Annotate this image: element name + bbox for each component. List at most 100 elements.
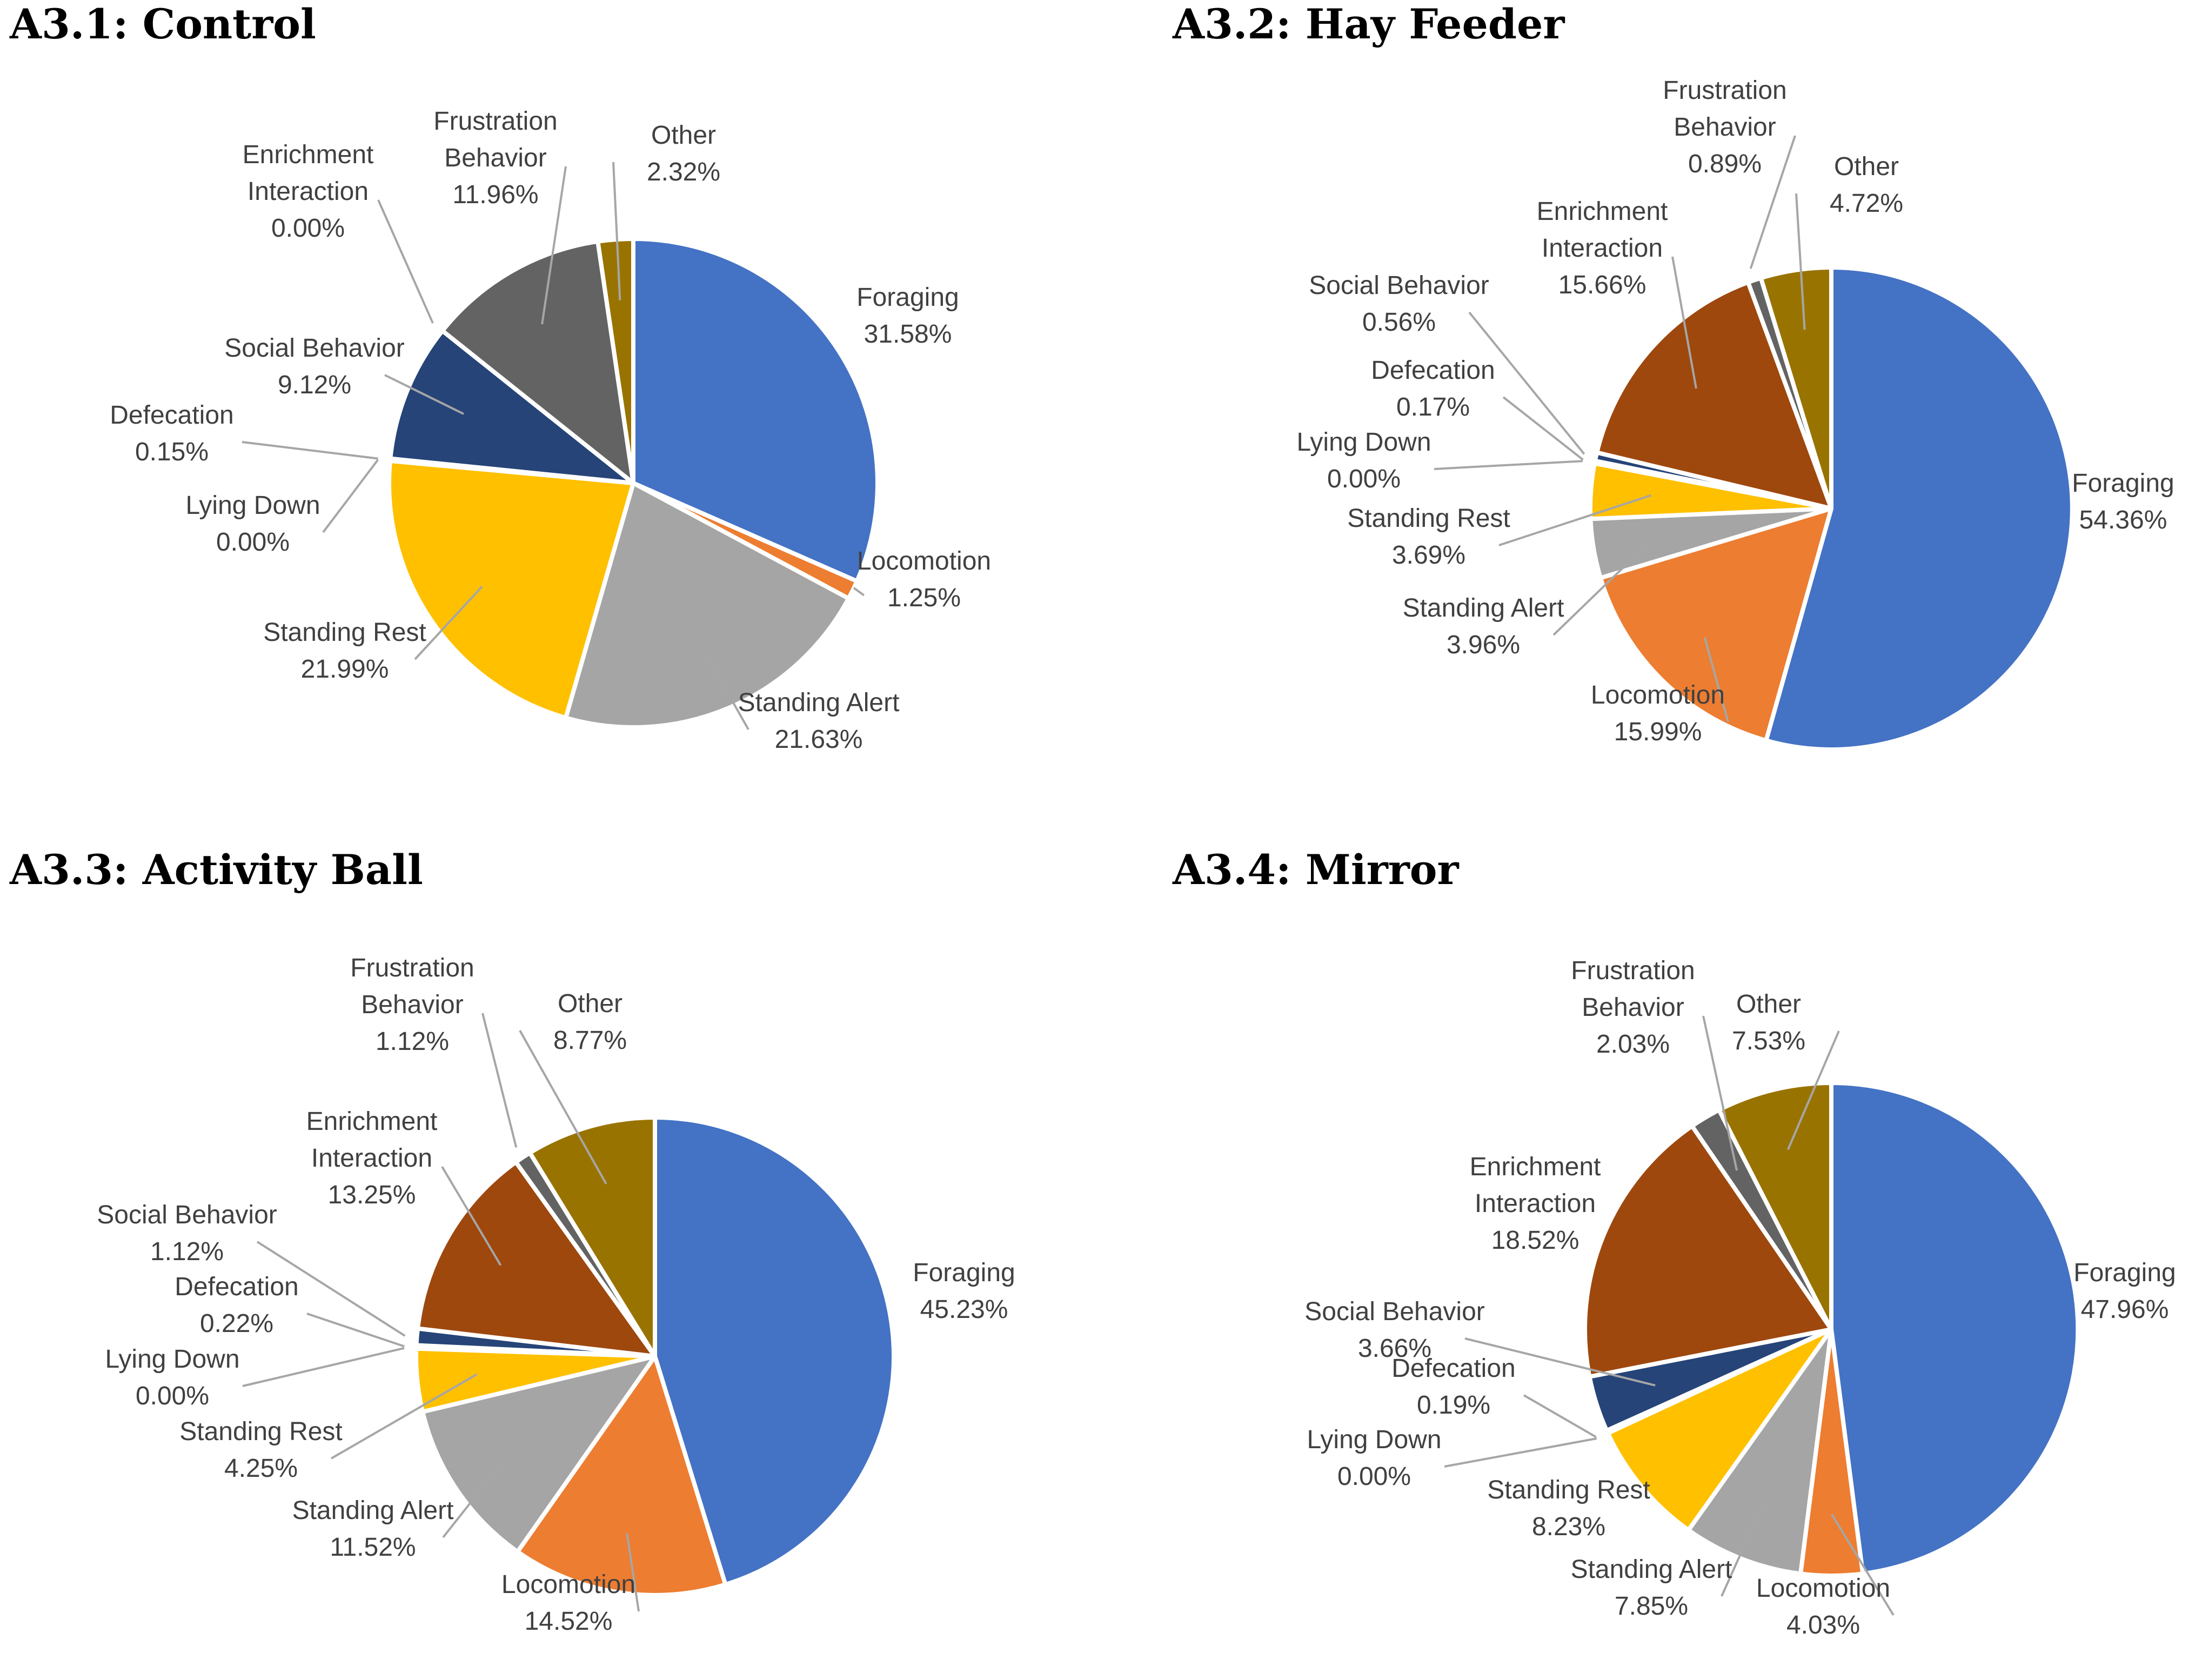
data-label-category: Locomotion [857, 547, 991, 575]
data-label-category: Enrichment [1470, 1153, 1601, 1181]
chart-panel-mirror: A3.4: Mirror Foraging 47.96% Locomotion 4.0… [1163, 846, 2202, 1680]
data-label-value: 4.25% [224, 1454, 298, 1483]
data-label-enrichment-interaction: Enrichment Interaction 15.66% [1537, 197, 1668, 299]
data-label-social-behavior: Social Behavior 0.56% [1309, 271, 1489, 337]
data-label-value: 13.25% [328, 1181, 416, 1209]
pie-slice-enrichment-interaction [1595, 280, 1833, 511]
data-label-category: Standing Alert [738, 688, 900, 717]
data-label-category: Enrichment [306, 1107, 438, 1136]
data-label-enrichment-interaction: Enrichment Interaction 0.00% [243, 140, 374, 243]
data-label-category: Standing Rest [263, 618, 426, 647]
pie-chart-control: Foraging 31.58% Locomotion 1.25% Standing Al… [110, 107, 991, 754]
pie-slice-other [595, 237, 635, 485]
data-label-category: Foraging [913, 1259, 1015, 1287]
pie-slice-foraging [631, 237, 880, 584]
data-label-value: 0.17% [1396, 393, 1470, 421]
data-label-foraging: Foraging 54.36% [2072, 469, 2174, 534]
data-label-value: 4.03% [1786, 1611, 1860, 1639]
pie-slice-enrichment-interaction [1582, 1123, 1833, 1379]
leader-line-locomotion [1830, 1513, 1895, 1616]
data-label-value: 18.52% [1491, 1226, 1579, 1255]
pie-slice-locomotion [1598, 506, 1833, 743]
leader-line-defecation [306, 1313, 405, 1348]
leader-line-standing-rest [330, 1373, 478, 1460]
data-label-category: Social Behavior [1304, 1297, 1485, 1326]
data-label-value: 1.12% [376, 1027, 449, 1056]
data-label-value: 11.96% [452, 180, 538, 209]
data-label-foraging: Foraging 31.58% [856, 283, 959, 349]
data-label-value: 0.15% [135, 438, 209, 466]
data-label-category: Social Behavior [1309, 271, 1489, 300]
data-label-value: 1.12% [150, 1237, 224, 1266]
data-label-category: Social Behavior [224, 334, 405, 363]
leader-line-frustration-behavior [481, 1013, 518, 1148]
data-label-frustration-behavior: Frustration Behavior 2.03% [1571, 956, 1695, 1059]
data-label-value: 2.32% [647, 158, 720, 186]
data-label-value: 0.89% [1688, 150, 1762, 178]
data-label-value: 0.00% [136, 1382, 209, 1410]
data-label-other: Other 7.53% [1732, 990, 1805, 1055]
data-label-value: 21.99% [301, 655, 389, 684]
leader-line-standing-rest [1498, 494, 1652, 546]
data-label-category: Foraging [2073, 1259, 2176, 1287]
data-label-value: 0.19% [1417, 1391, 1490, 1420]
data-label-category: Standing Rest [1487, 1476, 1650, 1504]
data-label-category: Locomotion [501, 1570, 635, 1599]
data-label-lying-down: Lying Down 0.00% [105, 1345, 239, 1410]
leader-line-frustration-behavior [1749, 135, 1796, 269]
leader-line-lying-down [242, 1347, 405, 1387]
data-label-standing-rest: Standing Rest 4.25% [179, 1417, 343, 1483]
data-label-value: 0.22% [200, 1309, 273, 1338]
data-label-category: Defecation [110, 401, 233, 430]
data-label-value: 31.58% [864, 320, 952, 349]
pie-slice-standing-rest [1605, 1327, 1833, 1532]
leader-line-lying-down [1444, 1437, 1597, 1468]
data-label-category: Behavior [361, 990, 463, 1019]
data-label-category: Frustration [433, 107, 557, 136]
leader-line-standing-alert [1721, 1501, 1765, 1597]
data-label-value: 0.00% [1327, 465, 1401, 493]
data-label-category: Defecation [1391, 1354, 1515, 1383]
data-label-value: 8.23% [1532, 1512, 1605, 1541]
data-label-standing-alert: Standing Alert 21.63% [738, 688, 900, 754]
pie-slice-foraging [653, 1115, 896, 1587]
data-label-category: Foraging [2072, 469, 2174, 498]
data-label-category: Behavior [1674, 113, 1776, 142]
data-label-category: Interaction [1542, 234, 1663, 263]
data-label-locomotion: Locomotion 14.52% [501, 1570, 635, 1636]
data-label-standing-rest: Standing Rest 3.69% [1347, 504, 1510, 570]
data-label-category: Interaction [1475, 1189, 1596, 1218]
data-label-frustration-behavior: Frustration Behavior 0.89% [1663, 76, 1786, 178]
data-label-social-behavior: Social Behavior 3.66% [1304, 1297, 1485, 1363]
pie-slice-standing-alert [420, 1354, 657, 1554]
data-label-value: 3.69% [1392, 541, 1465, 570]
data-label-category: Interaction [247, 177, 369, 206]
data-label-other: Other 2.32% [647, 121, 720, 186]
pie-slice-social-behavior [388, 329, 635, 485]
data-label-category: Behavior [1582, 993, 1684, 1022]
data-label-category: Defecation [175, 1273, 298, 1301]
chart-title: A3.3: Activity Ball [10, 846, 423, 894]
data-label-defecation: Defecation 0.22% [175, 1273, 298, 1338]
leader-line-other [1795, 193, 1806, 330]
pie-chart-activity-ball: Foraging 45.23% Locomotion 14.52% Standing A… [97, 954, 1015, 1636]
leader-line-other [519, 1030, 607, 1184]
data-label-foraging: Foraging 47.96% [2073, 1259, 2176, 1324]
data-label-locomotion: Locomotion 15.99% [1591, 681, 1725, 746]
leader-line-locomotion [1703, 637, 1729, 722]
leader-line-other [1786, 1030, 1840, 1150]
data-label-category: Locomotion [1756, 1574, 1890, 1603]
data-label-category: Standing Alert [1571, 1555, 1732, 1584]
data-label-standing-rest: Standing Rest 21.99% [263, 618, 426, 684]
data-label-category: Enrichment [1537, 197, 1668, 226]
data-label-category: Standing Rest [1347, 504, 1510, 533]
data-label-value: 47.96% [2081, 1295, 2169, 1324]
leader-line-social-behavior [256, 1241, 406, 1337]
data-label-defecation: Defecation 0.19% [1391, 1354, 1515, 1420]
pie-chart-mirror: Foraging 47.96% Locomotion 4.03% Standing Al… [1304, 956, 2176, 1639]
data-label-social-behavior: Social Behavior 9.12% [224, 334, 405, 399]
data-label-defecation: Defecation 0.15% [110, 401, 233, 466]
data-label-value: 15.99% [1614, 718, 1702, 746]
data-label-category: Enrichment [243, 140, 374, 169]
data-label-category: Frustration [350, 954, 474, 982]
